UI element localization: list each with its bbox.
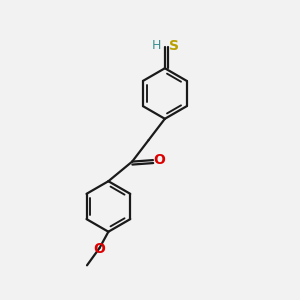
Text: O: O <box>93 242 105 256</box>
Text: S: S <box>169 39 179 53</box>
Text: H: H <box>152 40 161 52</box>
Text: O: O <box>153 153 165 167</box>
